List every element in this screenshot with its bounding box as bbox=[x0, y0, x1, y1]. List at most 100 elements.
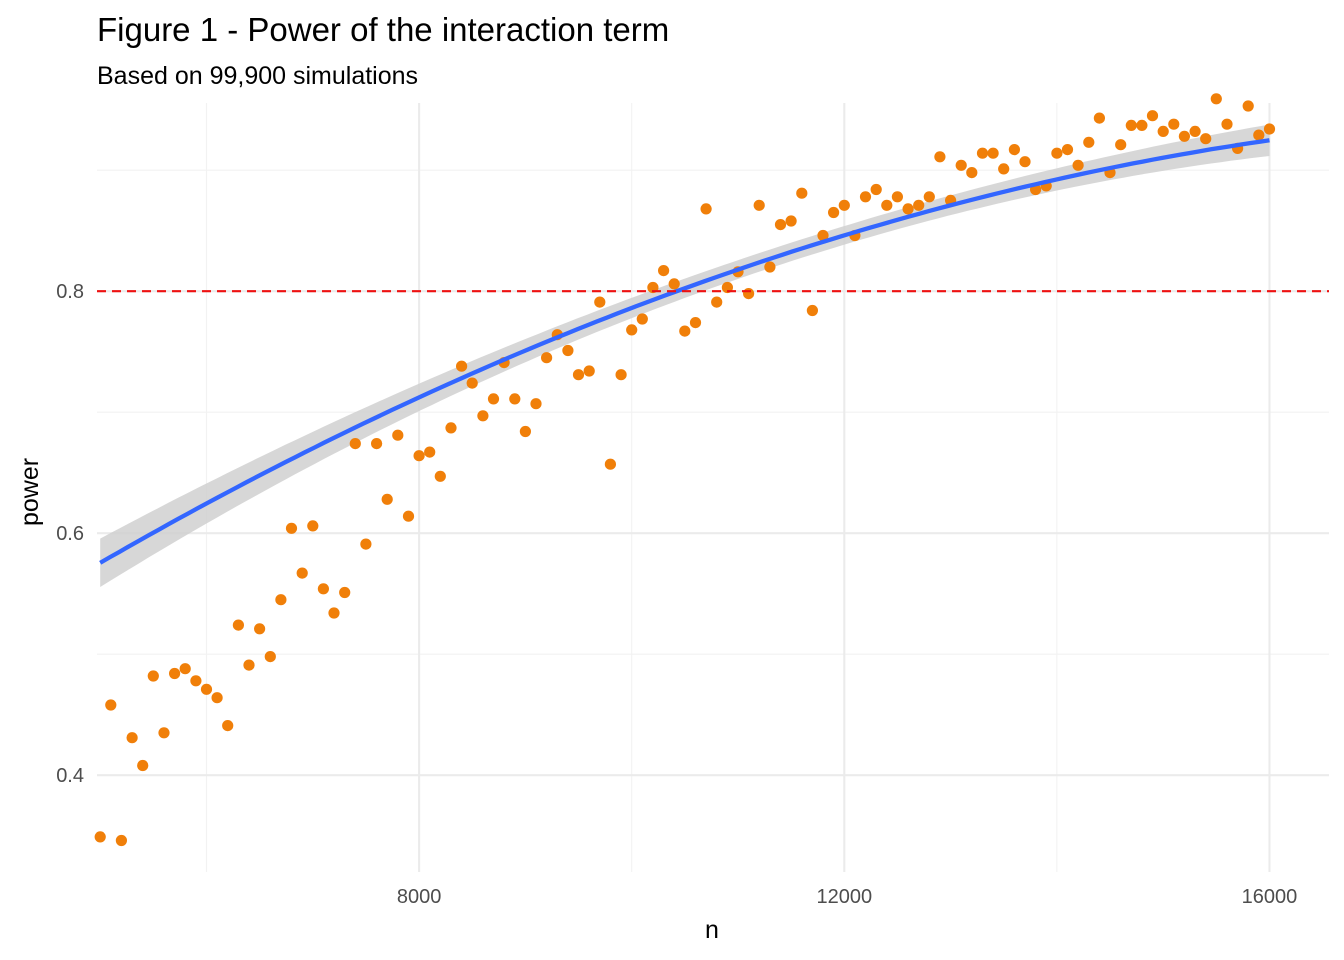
data-point bbox=[966, 167, 978, 179]
data-point bbox=[913, 199, 925, 211]
data-point bbox=[137, 759, 149, 772]
data-point bbox=[774, 219, 787, 231]
data-point bbox=[317, 583, 329, 595]
data-point bbox=[190, 675, 202, 687]
x-tick-label: 16000 bbox=[1242, 886, 1298, 908]
data-point bbox=[519, 425, 532, 438]
data-point bbox=[264, 651, 276, 663]
y-tick-label: 0.4 bbox=[56, 765, 84, 787]
data-point bbox=[424, 446, 436, 458]
data-point bbox=[1200, 133, 1212, 145]
x-tick-label: 12000 bbox=[816, 886, 872, 908]
data-point bbox=[392, 429, 404, 441]
data-point bbox=[594, 296, 606, 308]
data-point bbox=[434, 470, 446, 482]
data-point bbox=[572, 369, 585, 381]
data-point bbox=[1093, 112, 1105, 124]
data-point bbox=[562, 344, 574, 357]
data-point bbox=[859, 191, 872, 203]
data-point bbox=[1210, 93, 1222, 105]
data-points bbox=[94, 93, 1276, 847]
data-point bbox=[626, 324, 638, 336]
data-point bbox=[796, 187, 808, 199]
data-point bbox=[902, 203, 914, 215]
data-point bbox=[243, 659, 255, 671]
data-point bbox=[711, 296, 723, 308]
data-point bbox=[891, 191, 904, 203]
data-point bbox=[1051, 147, 1063, 159]
data-point bbox=[753, 199, 765, 211]
data-point bbox=[456, 360, 468, 372]
data-point bbox=[296, 567, 308, 579]
data-point bbox=[806, 304, 819, 317]
data-point bbox=[381, 493, 393, 505]
data-point bbox=[445, 422, 457, 434]
data-point bbox=[402, 510, 415, 522]
smooth-line-layer bbox=[99, 138, 1270, 565]
data-point bbox=[1061, 144, 1074, 156]
data-point bbox=[700, 203, 712, 215]
data-point bbox=[870, 183, 882, 196]
data-point bbox=[1189, 125, 1201, 137]
data-point bbox=[158, 727, 170, 739]
data-point bbox=[998, 163, 1010, 175]
data-point bbox=[1242, 100, 1254, 112]
y-axis-ticks: 0.4 0.6 0.8 bbox=[56, 281, 84, 787]
data-point bbox=[1168, 118, 1180, 130]
data-point bbox=[360, 538, 372, 550]
y-axis-title: power bbox=[16, 458, 44, 526]
data-point bbox=[1263, 123, 1276, 135]
data-point bbox=[487, 393, 500, 405]
smooth-line bbox=[99, 138, 1270, 565]
data-point bbox=[764, 261, 776, 273]
data-point bbox=[1253, 129, 1265, 141]
data-point bbox=[147, 670, 159, 682]
data-point bbox=[328, 607, 340, 619]
data-point bbox=[509, 393, 521, 405]
data-point bbox=[1136, 119, 1148, 131]
data-point bbox=[679, 325, 691, 337]
data-point bbox=[275, 594, 287, 606]
data-point bbox=[987, 147, 999, 159]
data-point bbox=[668, 278, 680, 290]
y-tick-label: 0.6 bbox=[56, 523, 84, 545]
data-point bbox=[658, 265, 670, 277]
data-point bbox=[636, 313, 648, 325]
data-point bbox=[1146, 110, 1159, 122]
data-point bbox=[743, 288, 755, 300]
data-point bbox=[583, 365, 595, 377]
confidence-band-layer bbox=[100, 124, 1270, 587]
data-point bbox=[339, 586, 351, 599]
data-point bbox=[976, 147, 989, 159]
data-point bbox=[115, 834, 127, 847]
data-point bbox=[881, 199, 893, 211]
data-point bbox=[541, 352, 553, 364]
data-point bbox=[785, 215, 797, 227]
data-point bbox=[349, 438, 361, 450]
y-tick-label: 0.8 bbox=[56, 281, 84, 303]
data-point bbox=[105, 699, 117, 711]
data-point bbox=[307, 520, 319, 532]
data-point bbox=[934, 151, 946, 163]
data-point bbox=[466, 377, 478, 389]
data-point bbox=[232, 619, 244, 631]
minor-gridlines bbox=[97, 103, 1329, 872]
data-point bbox=[1019, 156, 1031, 168]
data-point bbox=[285, 522, 298, 534]
data-point bbox=[126, 732, 138, 744]
chart-subtitle: Based on 99,900 simulations bbox=[97, 62, 418, 90]
data-point bbox=[955, 159, 967, 171]
data-point bbox=[477, 410, 489, 422]
data-point bbox=[413, 450, 425, 462]
data-point bbox=[817, 229, 829, 242]
data-point bbox=[1178, 130, 1190, 142]
data-point bbox=[923, 191, 935, 203]
data-point bbox=[94, 831, 106, 843]
data-point bbox=[689, 317, 702, 329]
data-point bbox=[222, 720, 234, 732]
data-point bbox=[1157, 125, 1169, 137]
major-gridlines bbox=[97, 103, 1329, 872]
data-point bbox=[179, 663, 191, 675]
data-point bbox=[838, 199, 850, 211]
